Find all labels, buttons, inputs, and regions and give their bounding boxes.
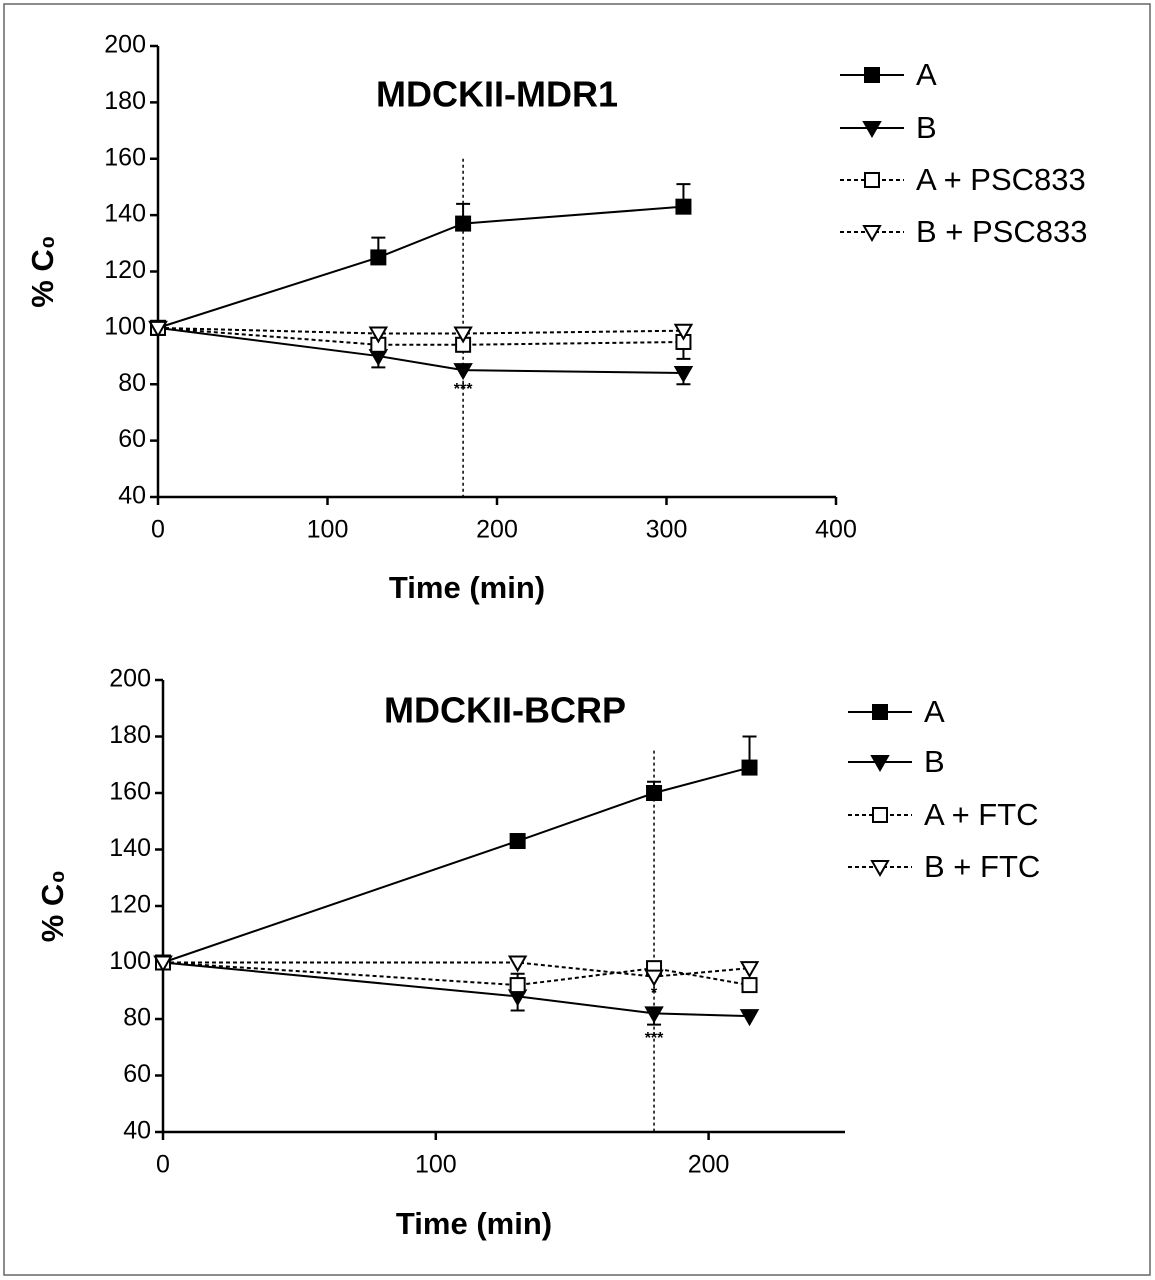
- y-tick-label: 200: [109, 665, 151, 693]
- legend-marker: [872, 807, 888, 823]
- y-tick-label: 180: [104, 87, 146, 115]
- y-tick-label: 120: [104, 256, 146, 284]
- y-tick-label: 200: [104, 31, 146, 59]
- y-tick-label: 160: [109, 778, 151, 806]
- data-point: [153, 955, 173, 973]
- y-tick-label: 60: [118, 425, 146, 453]
- legend-marker: [870, 755, 890, 773]
- x-tick-label: 100: [307, 516, 349, 544]
- y-tick-label: 180: [109, 721, 151, 749]
- series-line: [157, 326, 684, 346]
- y-tick-label: 120: [109, 891, 151, 919]
- chart-title: MDCKII-BCRP: [384, 690, 626, 731]
- data-point: [739, 961, 760, 979]
- legend-label: A: [916, 57, 937, 92]
- legend-marker: [870, 860, 890, 878]
- data-point: [644, 1006, 664, 1024]
- annotation: *: [651, 985, 658, 1002]
- x-axis-label: Time (min): [396, 1206, 552, 1241]
- legend-marker: [872, 704, 888, 720]
- series-line: [157, 205, 684, 329]
- legend-label: B: [924, 744, 945, 779]
- series-line: [162, 766, 750, 964]
- data-point: [644, 969, 664, 987]
- y-tick-label: 40: [123, 1117, 151, 1145]
- y-axis-label: % C₀: [35, 870, 70, 943]
- data-point: [509, 833, 526, 850]
- data-point: [673, 323, 694, 341]
- data-point: [453, 363, 473, 381]
- series-line: [157, 326, 684, 335]
- data-point: [509, 977, 526, 994]
- x-tick-label: 400: [815, 516, 857, 544]
- annotation: ***: [645, 1030, 664, 1047]
- legend-marker: [864, 172, 880, 188]
- y-tick-label: 80: [123, 1004, 151, 1032]
- data-point: [370, 249, 387, 266]
- data-point: [455, 215, 472, 232]
- y-tick-label: 100: [109, 947, 151, 975]
- x-tick-label: 0: [156, 1151, 170, 1179]
- data-point: [646, 785, 663, 801]
- data-point: [741, 977, 758, 994]
- legend-label: A + PSC833: [916, 162, 1086, 197]
- data-point: [148, 320, 168, 338]
- y-axis-label: % C₀: [25, 235, 60, 308]
- data-point: [368, 326, 389, 344]
- x-tick-label: 200: [688, 1151, 730, 1179]
- x-axis-label: Time (min): [389, 570, 545, 605]
- y-tick-label: 60: [123, 1060, 151, 1088]
- y-tick-label: 100: [104, 312, 146, 340]
- legend-label: B: [916, 110, 937, 145]
- x-tick-label: 200: [476, 516, 518, 544]
- data-point: [675, 198, 692, 215]
- x-tick-label: 300: [646, 516, 688, 544]
- y-tick-label: 80: [118, 369, 146, 397]
- legend-label: A + FTC: [924, 797, 1039, 832]
- annotation: ***: [454, 381, 473, 398]
- data-point: [453, 326, 473, 344]
- legend-marker: [862, 121, 882, 139]
- data-point: [741, 759, 758, 776]
- chart-title: MDCKII-MDR1: [376, 74, 618, 115]
- series-line: [162, 961, 750, 987]
- x-tick-label: 0: [151, 516, 165, 544]
- series-line: [163, 961, 750, 978]
- legend-marker: [864, 67, 880, 83]
- y-tick-label: 160: [104, 143, 146, 171]
- legend-label: B + PSC833: [916, 214, 1087, 249]
- x-tick-label: 100: [415, 1151, 457, 1179]
- data-point: [739, 1009, 760, 1027]
- data-point: [507, 955, 528, 973]
- data-point: [673, 365, 694, 383]
- y-tick-label: 40: [118, 482, 146, 510]
- series-line: [157, 326, 684, 374]
- legend-label: A: [924, 694, 945, 729]
- y-tick-label: 140: [109, 834, 151, 862]
- series-line: [162, 961, 750, 1018]
- y-tick-label: 140: [104, 200, 146, 228]
- legend-marker: [862, 225, 882, 243]
- legend-label: B + FTC: [924, 849, 1040, 884]
